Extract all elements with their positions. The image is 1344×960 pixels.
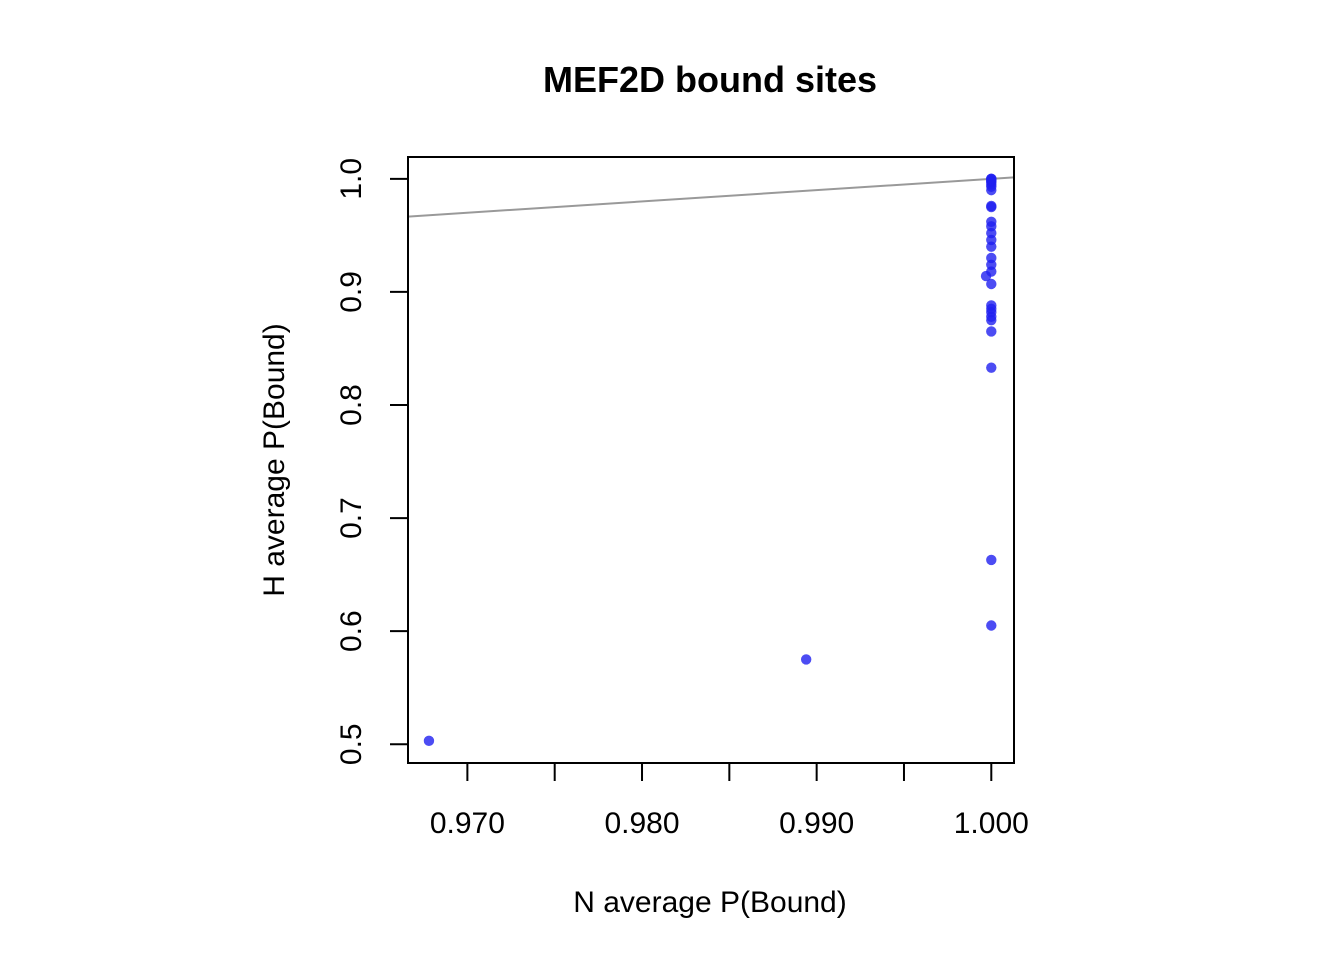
- y-tick-label: 0.7: [335, 497, 368, 539]
- plot-area: 0.970 0.980 0.990 1.000 0.5 0.6 0.7 0.8 0.9 1.0: [335, 156, 1029, 840]
- data-point: [986, 362, 997, 373]
- x-axis-label: N average P(Bound): [573, 886, 847, 919]
- data-point: [986, 300, 997, 311]
- chart-title: MEF2D bound sites: [543, 59, 877, 100]
- x-tick-label: 0.990: [779, 807, 854, 840]
- y-tick-label: 1.0: [335, 158, 368, 200]
- data-point: [986, 216, 997, 227]
- x-tick-label: 0.970: [430, 807, 505, 840]
- data-point: [800, 654, 812, 665]
- y-tick-label: 0.8: [335, 384, 368, 426]
- y-axis-label: H average P(Bound): [258, 323, 291, 597]
- y-tick-label: 0.6: [335, 610, 368, 652]
- data-point: [986, 200, 997, 212]
- y-tick-label: 0.9: [335, 271, 368, 313]
- y-tick-label: 0.5: [335, 723, 368, 765]
- x-tick-label: 1.000: [954, 807, 1029, 840]
- plot-frame: [407, 156, 1015, 764]
- reference-line: [408, 176, 1014, 218]
- data-point: [986, 278, 997, 290]
- data-point: [986, 252, 997, 264]
- x-tick-label: 0.980: [604, 807, 679, 840]
- data-point: [986, 620, 997, 631]
- data-point: [986, 173, 997, 185]
- data-point: [986, 326, 997, 337]
- data-point: [423, 735, 435, 747]
- data-point: [986, 554, 997, 566]
